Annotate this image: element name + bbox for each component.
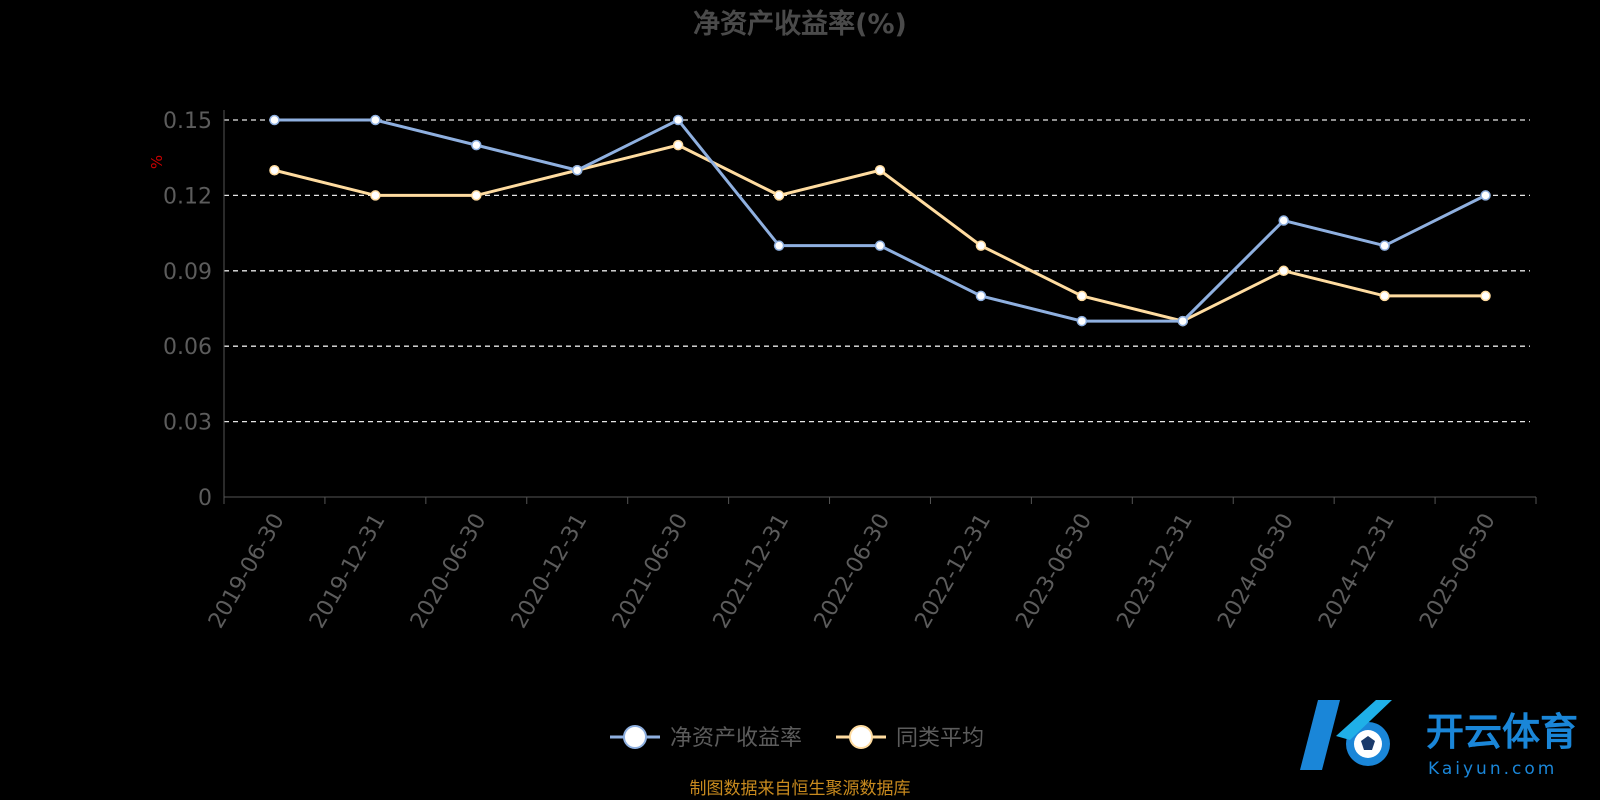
x-tick-label: 2020-12-31: [507, 510, 593, 633]
x-tick-label: 2024-12-31: [1314, 510, 1400, 633]
data-point: [672, 139, 684, 151]
y-tick-label: 0.15: [163, 109, 212, 134]
data-point: [1480, 290, 1491, 302]
legend-marker: [623, 725, 647, 749]
x-tick-label: 2022-06-30: [810, 510, 896, 633]
data-point: [773, 240, 785, 251]
y-axis-ticks: 0 0.03 0.06 0.09 0.12 0.15: [163, 109, 212, 511]
data-point: [269, 114, 280, 126]
x-tick-label: 2022-12-31: [911, 510, 997, 633]
data-point: [370, 190, 381, 201]
legend-label: 同类平均: [896, 726, 984, 751]
data-point: [571, 165, 583, 176]
data-point: [975, 290, 987, 302]
y-axis-unit: %: [148, 155, 166, 169]
watermark-logo: 开云体育 Kaiyun.com: [1300, 700, 1578, 779]
y-tick-label: 0: [198, 486, 212, 511]
series-line: [274, 118, 1487, 323]
data-point: [269, 165, 280, 176]
x-tick-label: 2023-12-31: [1112, 510, 1198, 633]
series-0: [269, 114, 1491, 327]
y-tick-label: 0.03: [163, 411, 212, 436]
y-tick-label: 0.12: [163, 184, 212, 209]
data-point: [975, 240, 987, 251]
data-point: [1379, 240, 1390, 251]
x-tick-label: 2021-06-30: [608, 510, 694, 633]
data-point: [471, 139, 482, 151]
data-point: [874, 240, 886, 251]
k-logo-mark: [1300, 700, 1340, 770]
watermark-domain: Kaiyun.com: [1428, 759, 1557, 779]
grid-lines: [224, 119, 1530, 423]
x-tick-label: 2021-12-31: [709, 510, 795, 633]
series-group: [269, 114, 1491, 327]
x-tick-label: 2025-06-30: [1415, 510, 1501, 633]
data-point: [1177, 315, 1189, 327]
legend-marker: [849, 725, 873, 749]
data-point: [773, 190, 785, 201]
legend-item-0[interactable]: 净资产收益率: [610, 725, 802, 751]
watermark-brand: 开云体育: [1426, 710, 1578, 754]
data-point: [1076, 290, 1088, 302]
legend-item-1[interactable]: 同类平均: [836, 725, 984, 751]
y-tick-label: 0.06: [163, 335, 212, 360]
x-tick-label: 2020-06-30: [406, 510, 492, 633]
series-1: [269, 139, 1491, 327]
data-point: [1480, 190, 1491, 201]
x-axis-ticks: 2019-06-30 2019-12-31 2020-06-30 2020-12-31…: [204, 497, 1537, 633]
data-point: [1076, 315, 1088, 327]
x-tick-label: 2024-06-30: [1213, 510, 1299, 633]
x-tick-label: 2023-06-30: [1011, 510, 1097, 633]
data-point: [1278, 215, 1289, 226]
chart-title: 净资产收益率(%): [693, 8, 907, 40]
x-tick-label: 2019-12-31: [305, 510, 391, 633]
legend[interactable]: 净资产收益率 同类平均: [610, 725, 984, 751]
data-point: [471, 190, 482, 201]
data-source-note: 制图数据来自恒生聚源数据库: [690, 779, 911, 799]
data-point: [874, 165, 886, 176]
y-tick-label: 0.09: [163, 260, 212, 285]
legend-label: 净资产收益率: [670, 726, 802, 751]
data-point: [1278, 265, 1289, 277]
data-point: [1379, 290, 1390, 302]
axes: [223, 110, 1536, 498]
data-point: [672, 114, 684, 126]
data-point: [370, 114, 381, 126]
x-tick-label: 2019-06-30: [204, 510, 290, 633]
